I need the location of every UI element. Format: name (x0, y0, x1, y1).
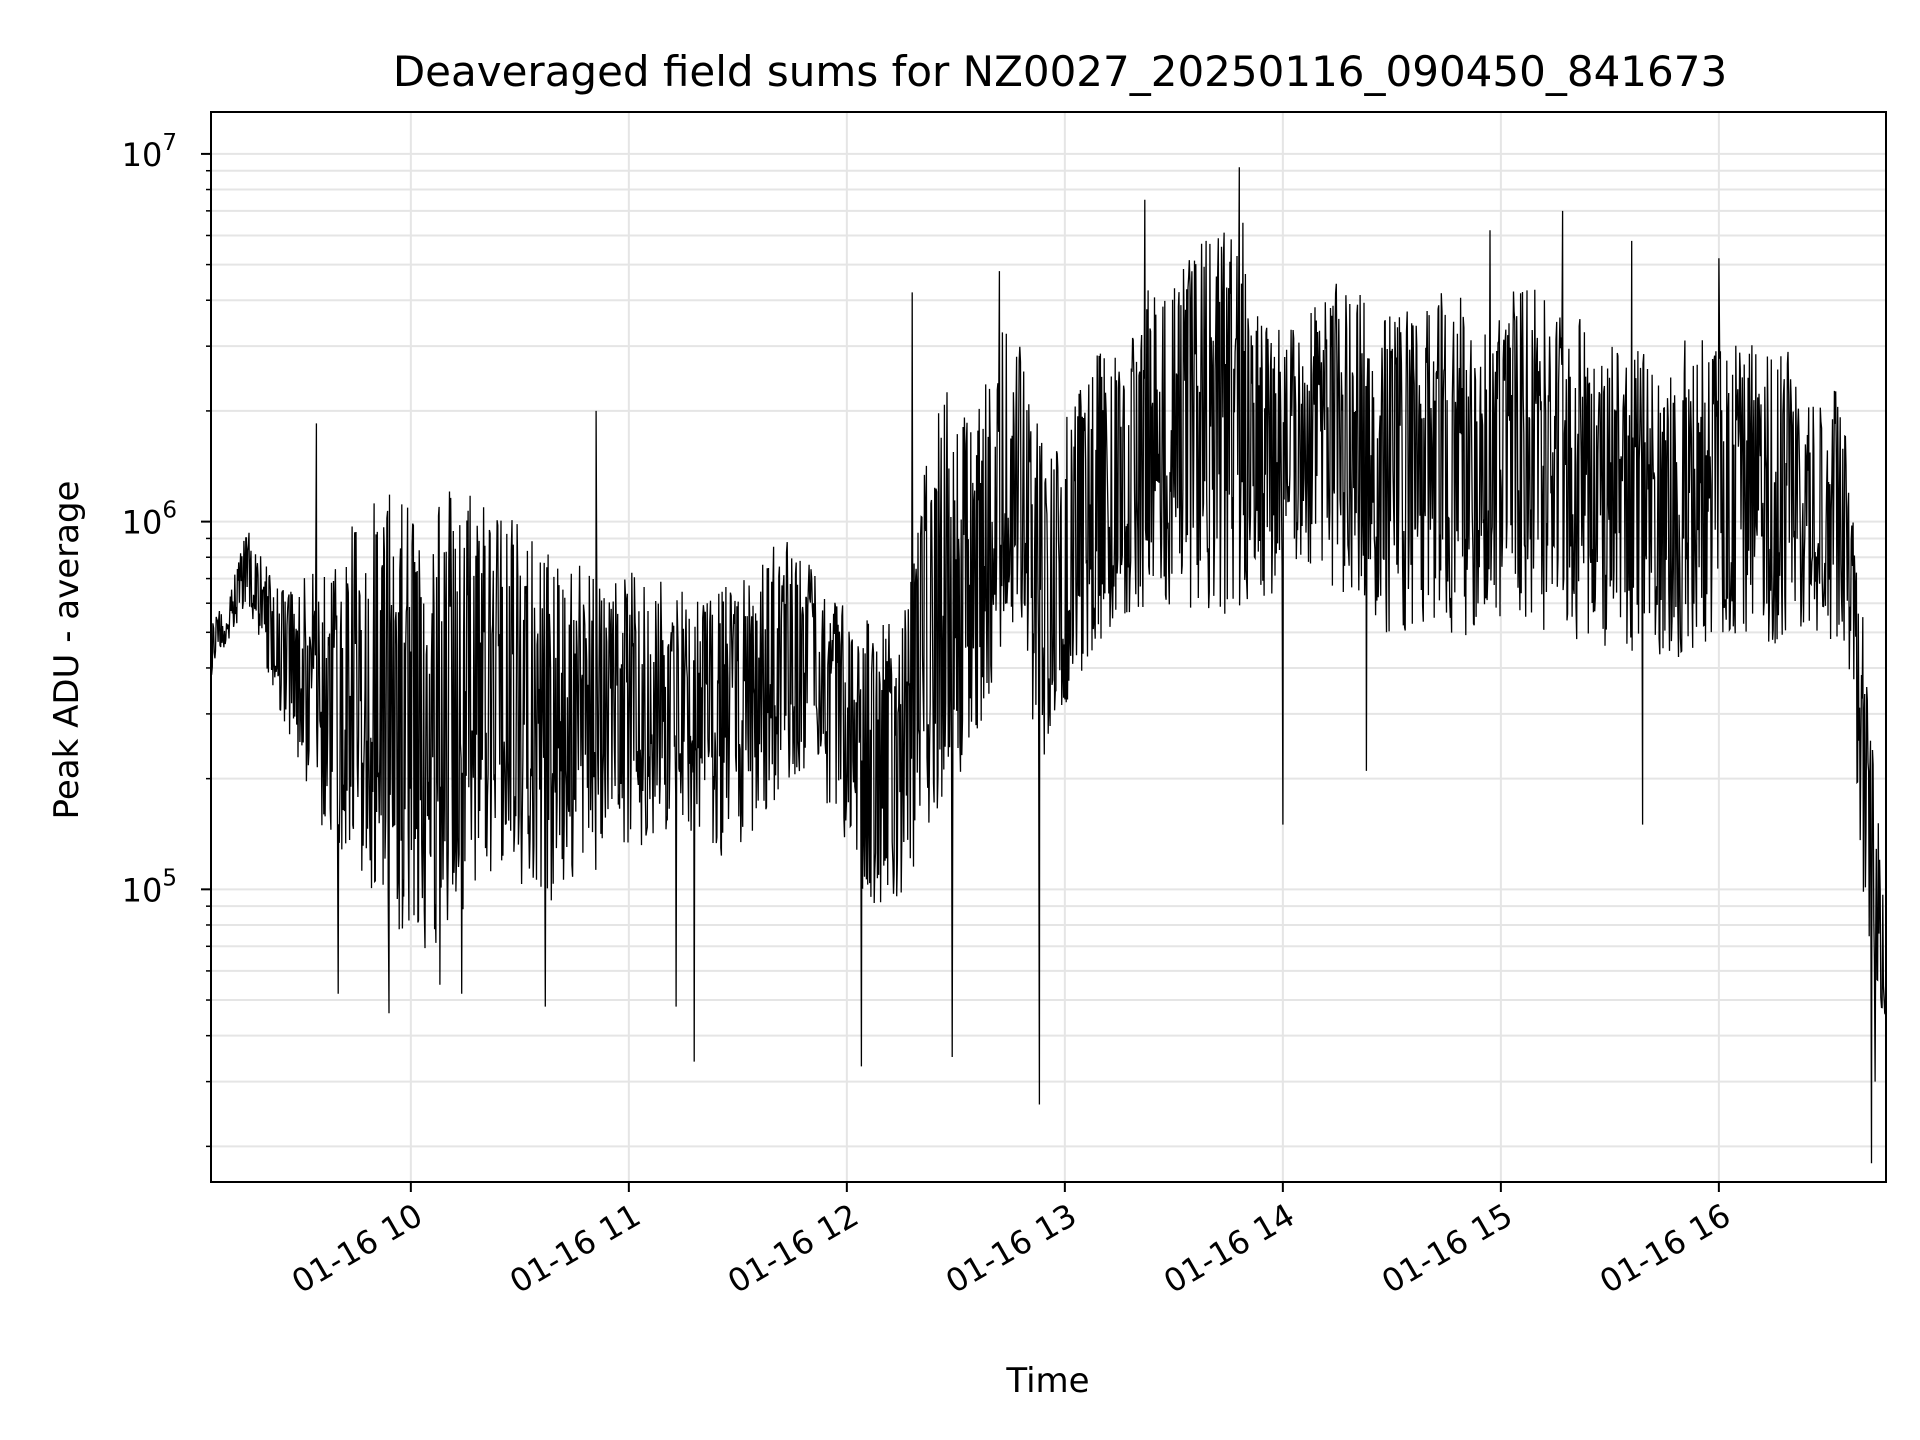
series-line (210, 167, 1887, 1164)
y-tick-exponent: 5 (162, 865, 177, 891)
plot-area (210, 167, 1887, 1164)
y-tick-base: 10 (122, 871, 163, 909)
chart-title: Deaveraged field sums for NZ0027_2025011… (393, 47, 1727, 96)
plot-frame (210, 111, 1887, 1183)
x-axis-label: Time (1005, 1361, 1089, 1401)
y-axis-label: Peak ADU - average (47, 481, 87, 820)
y-tick-base: 10 (122, 136, 163, 174)
y-tick-label: 105 (122, 865, 177, 909)
y-tick-label: 106 (122, 498, 177, 542)
y-tick-base: 10 (122, 504, 163, 542)
y-tick-label: 107 (122, 130, 177, 174)
y-tick-exponent: 6 (162, 498, 177, 524)
y-tick-exponent: 7 (162, 130, 177, 156)
